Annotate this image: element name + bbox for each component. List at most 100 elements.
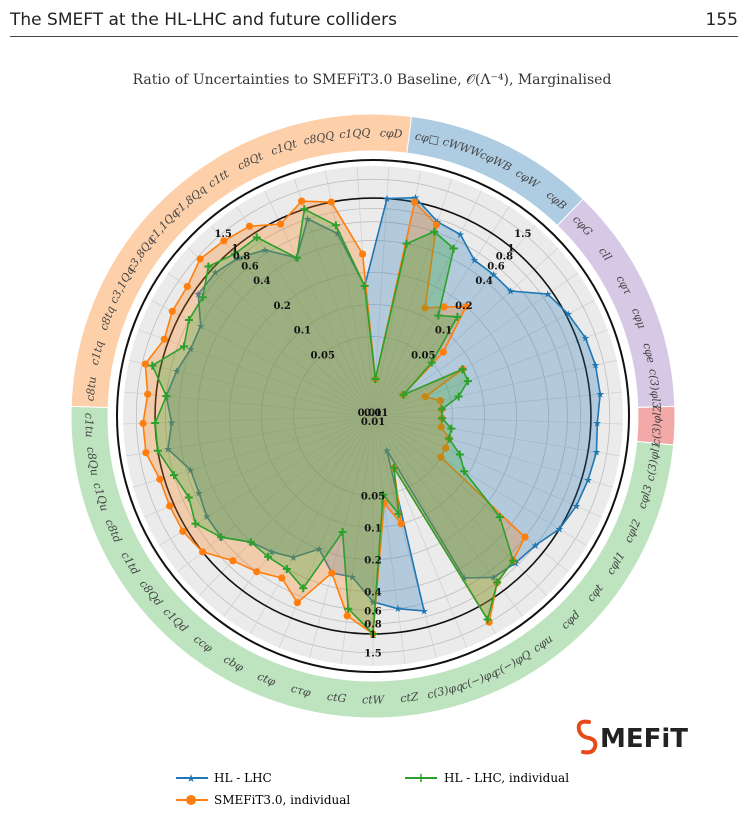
grid-spoke (177, 415, 374, 573)
data-point: ★ (333, 229, 342, 240)
data-point: ★ (470, 256, 479, 267)
radial-tick-label: 1 (507, 243, 514, 254)
data-point (427, 358, 436, 367)
data-point (327, 198, 335, 206)
series-1 (139, 197, 529, 638)
data-point (397, 520, 405, 528)
data-point (196, 255, 204, 263)
radial-tick-label: 1.5 (514, 229, 531, 240)
grid-spoke (340, 415, 374, 664)
data-point (166, 502, 174, 510)
data-point (151, 418, 160, 427)
data-point (442, 444, 450, 452)
data-point: ★ (289, 553, 298, 564)
running-header: The SMEFT at the HL-LHC and future colli… (10, 10, 738, 36)
data-point (169, 471, 178, 480)
data-point (521, 533, 529, 541)
data-point: ★ (564, 310, 573, 321)
data-point (493, 578, 502, 587)
radial-tick-label: 1 (370, 630, 377, 641)
data-point: ★ (186, 466, 195, 477)
category-label: ctG (326, 690, 347, 705)
data-point: ★ (382, 194, 391, 205)
data-point (162, 392, 171, 401)
grid-spoke (372, 247, 559, 417)
data-point (449, 244, 458, 253)
data-point (328, 569, 336, 577)
grid-spoke (372, 225, 536, 417)
data-point (379, 490, 388, 499)
data-point (246, 538, 255, 547)
series-layer: ★★★★★ ★★★★★★★★★★★★★★★★★★★★★★★★★★★★★★★★★★★… (139, 193, 605, 638)
category-label: c8QQ (302, 129, 335, 148)
series-area (142, 200, 526, 635)
data-point (292, 253, 301, 262)
category-label: c1QQ (339, 126, 371, 141)
data-point (139, 419, 147, 427)
data-point (253, 568, 261, 576)
grid-spoke (372, 206, 510, 417)
data-point: ★ (303, 214, 312, 225)
data-point (369, 629, 377, 638)
grid-spoke (236, 206, 374, 417)
data-point: ★ (584, 475, 593, 486)
data-point: ★ (543, 290, 552, 301)
grid-spoke (372, 415, 620, 457)
data-point (460, 467, 469, 476)
data-point (141, 360, 149, 368)
data-point (220, 237, 228, 245)
category-label: cφ□ (414, 130, 440, 147)
data-point (148, 361, 157, 370)
data-point (437, 423, 445, 431)
radial-tick-label: 0.01 (364, 408, 388, 419)
category-label: c8tu (84, 376, 99, 402)
data-point: ★ (489, 573, 498, 584)
data-point (509, 556, 518, 565)
legend-label-smefit: SMEFiT3.0, individual (214, 793, 350, 807)
legend-item-hl-lhc-individual: + HL - LHC, individual (405, 771, 569, 786)
grid-spoke (372, 329, 608, 417)
data-point: ★ (596, 390, 605, 401)
data-point (402, 239, 411, 248)
data-point: ★ (456, 230, 465, 241)
radial-tick-label: 0.4 (475, 276, 492, 287)
radial-tick-label: 0.1 (364, 523, 381, 534)
data-point: ★ (348, 572, 357, 583)
data-point (462, 303, 470, 311)
data-point: ★ (511, 559, 520, 570)
grid-spoke (372, 190, 482, 417)
data-point: ★ (420, 606, 429, 617)
data-point (447, 424, 456, 433)
data-point: ★ (194, 290, 203, 301)
data-point (282, 564, 291, 573)
radial-tick-label: 0.05 (361, 491, 385, 502)
data-point (293, 599, 302, 607)
data-point (421, 304, 429, 312)
data-point (343, 612, 351, 620)
radial-tick-label: 0.1 (435, 326, 452, 337)
data-point: ★ (234, 253, 243, 264)
data-point (430, 227, 439, 236)
data-point: ★ (489, 270, 498, 281)
data-point: ★ (593, 419, 602, 430)
grid-spoke (372, 300, 595, 417)
data-point (437, 405, 446, 414)
grid-spoke (372, 415, 548, 596)
data-point: ★ (202, 512, 211, 523)
data-point: ★ (572, 502, 581, 513)
data-point (495, 513, 504, 522)
data-point (436, 397, 444, 405)
data-point: ★ (172, 367, 181, 378)
data-point (389, 463, 398, 472)
data-point (440, 303, 448, 311)
grid-spoke (372, 415, 437, 658)
radial-tick-label: 0.2 (364, 556, 381, 567)
grid-spoke (372, 360, 617, 417)
data-point: ★ (186, 344, 195, 355)
category-label: c(3)φl1 (644, 441, 663, 483)
grid-spoke (278, 415, 374, 648)
chart-title: Ratio of Uncertainties to SMEFiT3.0 Base… (133, 72, 612, 88)
grid-spoke (372, 415, 623, 425)
legend-item-smefit: SMEFiT3.0, individual (176, 793, 350, 807)
star-marker-icon: ★ (186, 772, 196, 785)
